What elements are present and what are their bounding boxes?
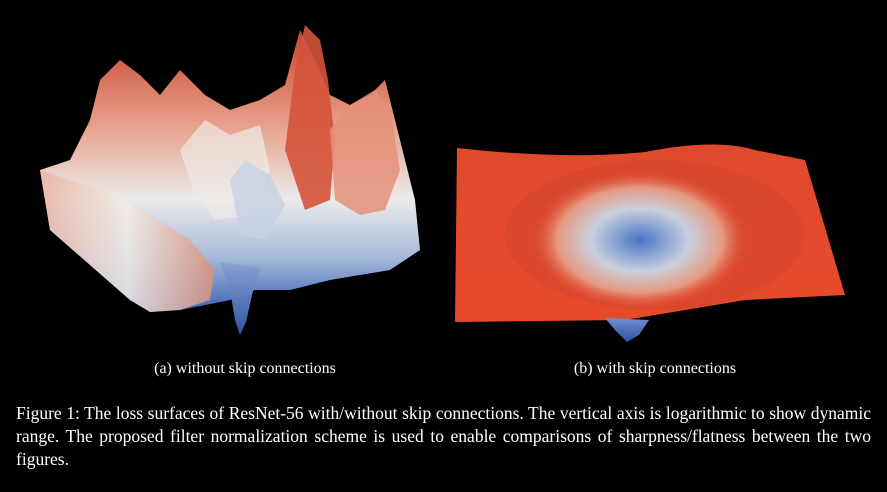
loss-surface-with-skip	[455, 144, 845, 342]
loss-surface-without-skip	[40, 25, 420, 335]
subfigure-caption-b: (b) with skip connections	[573, 360, 737, 377]
figure-caption: Figure 1: The loss surfaces of ResNet-56…	[16, 403, 871, 469]
subfigure-caption-a: (a) without skip connections	[154, 360, 336, 377]
